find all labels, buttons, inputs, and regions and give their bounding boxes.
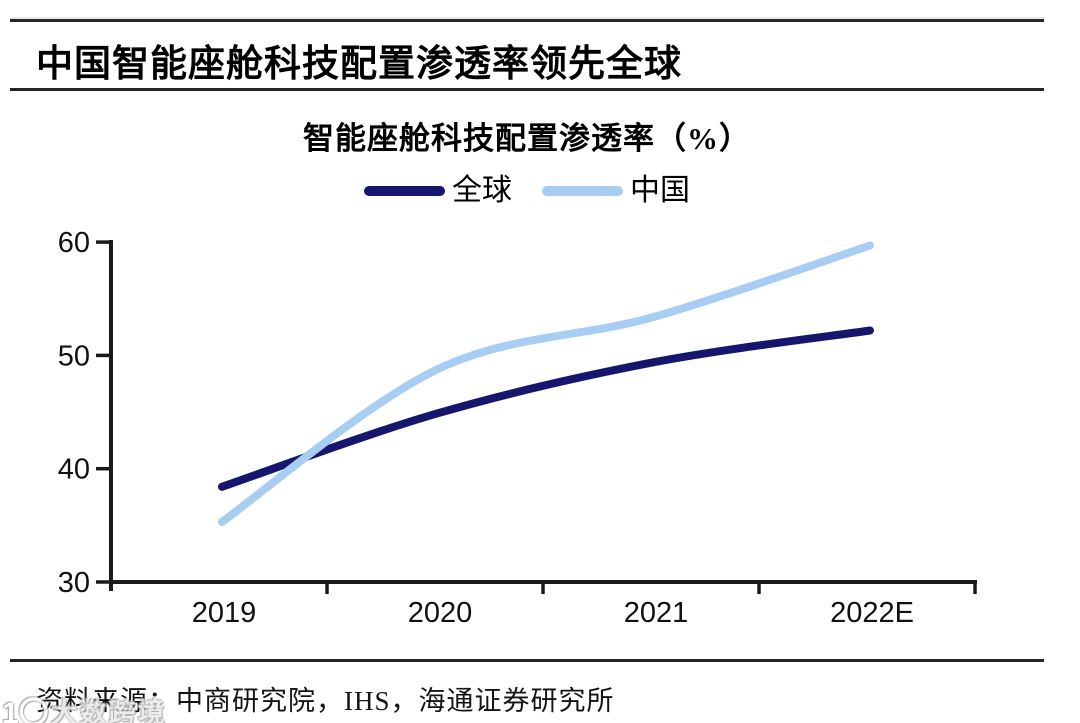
legend-swatch-china-line xyxy=(542,186,623,196)
y-tick-label-60: 60 xyxy=(58,227,90,259)
series-line-global xyxy=(218,326,874,491)
x-tick-label-2021: 2021 xyxy=(624,597,689,629)
y-tick-label-50: 50 xyxy=(58,340,90,372)
legend-label-china: 中国 xyxy=(630,174,690,207)
footer-rule xyxy=(10,659,1044,662)
y-tick-label-30: 30 xyxy=(58,567,90,599)
legend-item-china: 中国 xyxy=(542,176,690,206)
chart-title: 智能座舱科技配置渗透率（%） xyxy=(303,121,751,156)
x-tick-label-2022E: 2022E xyxy=(830,597,914,629)
legend-label-global: 全球 xyxy=(452,174,512,207)
header-top-rule xyxy=(10,19,1044,22)
series-line-china xyxy=(218,241,874,526)
source-attribution: 资料来源：中商研究院，IHS，海通证券研究所 xyxy=(36,686,615,716)
header-bottom-rule xyxy=(10,88,1044,91)
legend-swatch-global-line xyxy=(364,186,445,196)
report-title: 中国智能座舱科技配置渗透率领先全球 xyxy=(36,44,682,85)
x-tick-label-2019: 2019 xyxy=(192,597,257,629)
y-tick-label-40: 40 xyxy=(58,454,90,486)
chart-legend: 全球 中国 xyxy=(0,176,1054,206)
legend-item-global: 全球 xyxy=(364,176,512,206)
x-tick-label-2020: 2020 xyxy=(408,597,473,629)
